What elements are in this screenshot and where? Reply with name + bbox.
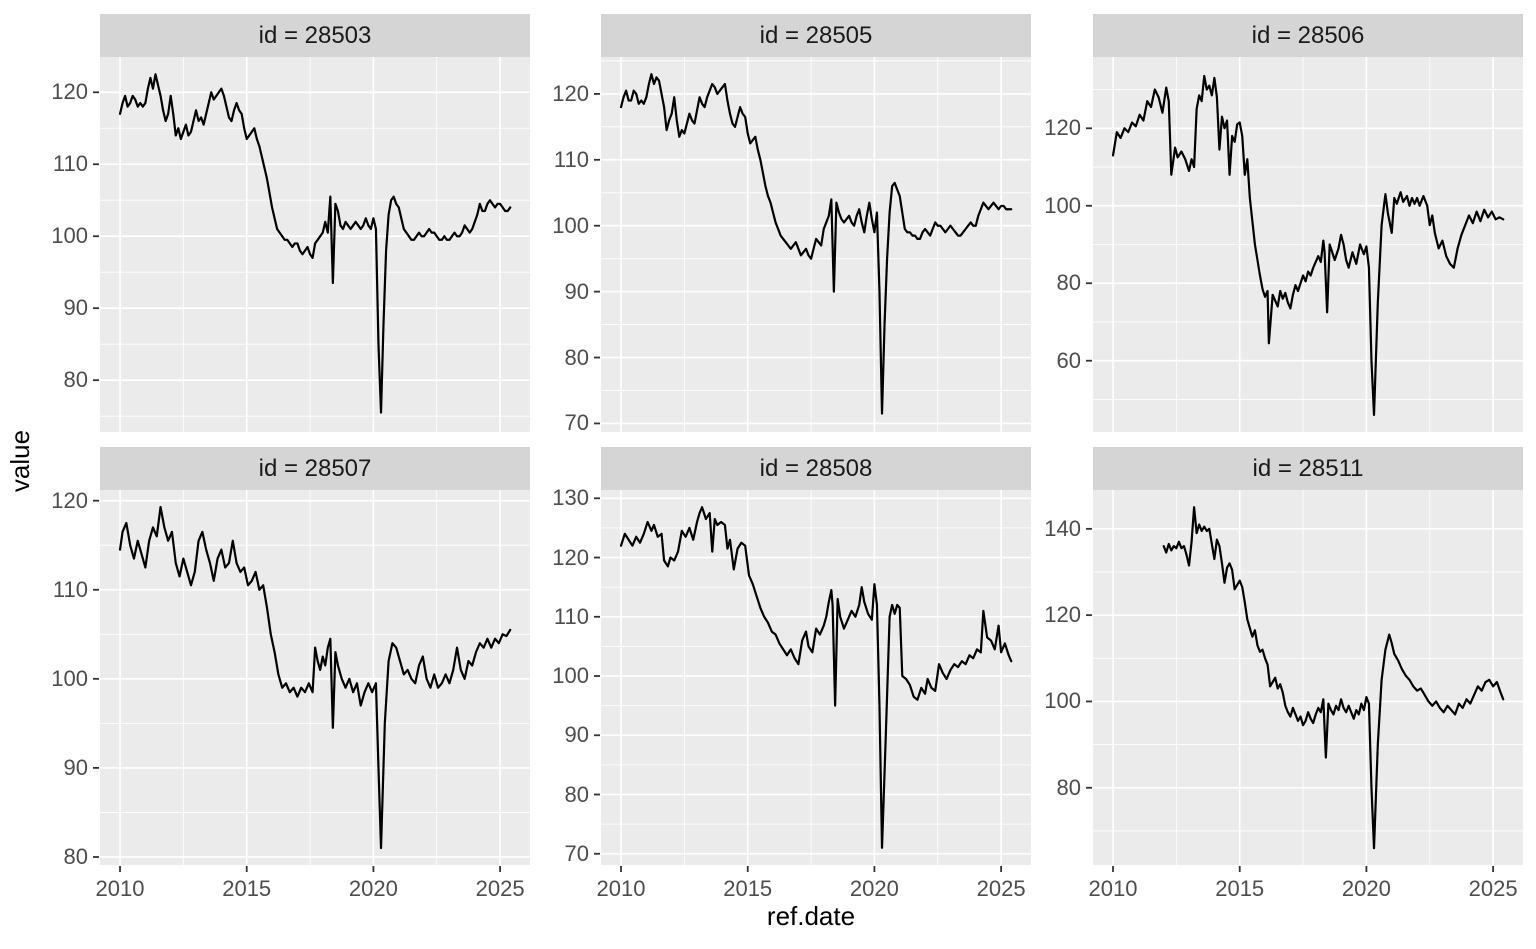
y-tick-label: 110 <box>553 146 589 172</box>
x-tick-label: 2010 <box>596 876 646 901</box>
y-tick-label: 80 <box>63 367 88 393</box>
series-line-28503 <box>118 73 512 414</box>
facet-strip-title: id = 28503 <box>258 21 372 49</box>
y-tick-label: 80 <box>564 781 589 807</box>
series-line-28505 <box>619 73 1013 415</box>
x-tick-label: 2020 <box>849 876 899 901</box>
facet-strip-title: id = 28511 <box>1252 454 1364 482</box>
panel-background <box>1093 490 1523 865</box>
series-line-28506 <box>1111 74 1505 417</box>
y-tick-label: 90 <box>63 754 88 780</box>
x-tick-label: 2025 <box>475 876 525 901</box>
y-tick-label: 60 <box>1056 347 1081 373</box>
series-line-28507 <box>118 505 512 850</box>
y-tick-label: 110 <box>52 151 88 177</box>
y-tick-label: 70 <box>564 840 589 866</box>
y-tick-label: 90 <box>63 295 88 321</box>
y-tick-label: 100 <box>51 223 88 249</box>
y-tick-label: 110 <box>553 603 589 629</box>
y-tick-label: 100 <box>51 665 88 691</box>
y-tick-label: 140 <box>1044 515 1081 541</box>
facet-strip-title: id = 28506 <box>1251 21 1365 49</box>
facet-strip-28503: id = 28503 <box>100 14 530 57</box>
y-tick-label: 120 <box>51 79 88 105</box>
facet-strip-28507: id = 28507 <box>100 447 530 490</box>
panel-background <box>601 57 1031 432</box>
y-tick-label: 90 <box>564 278 589 304</box>
x-tick-label: 2025 <box>976 876 1026 901</box>
facet-strip-28505: id = 28505 <box>601 14 1031 57</box>
y-tick-label: 120 <box>552 80 589 106</box>
y-tick-label: 80 <box>63 843 88 869</box>
y-tick-label: 80 <box>1056 774 1081 800</box>
y-tick-label: 100 <box>552 663 589 689</box>
x-tick-label: 2015 <box>222 876 272 901</box>
panel-28503 <box>93 57 530 432</box>
y-tick-label: 120 <box>51 487 88 513</box>
y-tick-label: 80 <box>1056 270 1081 296</box>
x-axis-title: ref.date <box>766 901 856 931</box>
panel-background <box>100 490 530 865</box>
series-line-28511 <box>1162 506 1505 850</box>
x-tick-label: 2015 <box>1215 876 1265 901</box>
panel-28506 <box>1086 57 1523 432</box>
facet-strip-28506: id = 28506 <box>1093 14 1523 57</box>
facet-strip-title: id = 28505 <box>759 21 873 49</box>
x-tick-label: 2020 <box>348 876 398 901</box>
facet-strip-28511: id = 28511 <box>1093 447 1523 490</box>
x-tick-label: 2015 <box>723 876 773 901</box>
panel-28508 <box>594 490 1031 872</box>
panel-28505 <box>594 57 1031 432</box>
y-tick-label: 110 <box>52 576 88 602</box>
y-tick-label: 80 <box>564 344 589 370</box>
y-tick-label: 90 <box>564 722 589 748</box>
x-tick-label: 2020 <box>1341 876 1391 901</box>
y-tick-label: 120 <box>1044 602 1081 628</box>
panel-background <box>601 490 1031 865</box>
y-tick-label: 100 <box>552 212 589 238</box>
facet-strip-28508: id = 28508 <box>601 447 1031 490</box>
x-tick-label: 2010 <box>1088 876 1138 901</box>
facet-strip-title: id = 28508 <box>759 454 873 482</box>
panel-28507 <box>93 490 530 872</box>
y-tick-label: 100 <box>1044 688 1081 714</box>
facet-strip-title: id = 28507 <box>258 454 372 482</box>
x-tick-label: 2010 <box>95 876 145 901</box>
x-tick-label: 2025 <box>1468 876 1518 901</box>
y-tick-label: 70 <box>564 410 589 436</box>
panel-28511 <box>1086 490 1523 872</box>
y-tick-label: 130 <box>552 485 589 511</box>
y-tick-label: 120 <box>552 544 589 570</box>
series-line-28508 <box>619 506 1013 849</box>
y-tick-label: 100 <box>1044 192 1081 218</box>
y-tick-label: 120 <box>1044 115 1081 141</box>
